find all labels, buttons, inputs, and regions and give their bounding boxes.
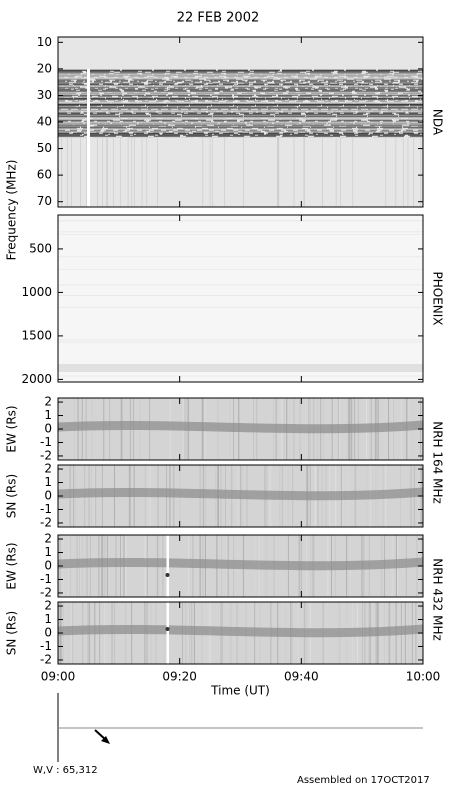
y-tick-label: 1 <box>44 408 52 422</box>
y-tick-label: 2000 <box>21 372 52 386</box>
y-tick-label: 1 <box>44 545 52 559</box>
data-gap <box>166 535 169 597</box>
y-tick-label: 70 <box>37 194 52 208</box>
y-axis-label: EW (Rs) <box>5 542 19 589</box>
spectrum-band <box>57 420 424 434</box>
spectrum-band <box>58 364 423 372</box>
y-tick-label: 60 <box>37 168 52 182</box>
y-axis-label: SN (Rs) <box>5 611 19 655</box>
x-axis-label: Time (UT) <box>210 684 270 698</box>
x-tick-label: 10:00 <box>406 670 441 684</box>
spectrum-band <box>57 557 424 571</box>
y-tick-label: 30 <box>37 88 52 102</box>
spectrum-bg <box>58 215 423 382</box>
y-tick-label: 1 <box>44 612 52 626</box>
y-tick-label: 0 <box>44 489 52 503</box>
y-tick-label: 2 <box>44 395 52 409</box>
data-gap <box>166 602 169 664</box>
burst <box>165 573 170 577</box>
position-text: W,V : 65,312 <box>33 765 98 776</box>
spectrum-band <box>57 624 424 638</box>
panel-label: PHOENIX <box>431 271 445 325</box>
y-axis-label: Frequency (MHz) <box>5 160 19 261</box>
y-tick-label: 20 <box>37 61 52 75</box>
y-tick-label: -2 <box>40 585 52 599</box>
y-tick-label: -2 <box>40 652 52 666</box>
y-tick-label: 50 <box>37 141 52 155</box>
burst <box>165 627 170 631</box>
x-tick-label: 09:40 <box>284 670 319 684</box>
x-tick-label: 09:00 <box>41 670 76 684</box>
y-tick-label: 1500 <box>21 328 52 342</box>
y-axis-label: SN (Rs) <box>5 474 19 518</box>
title: 22 FEB 2002 <box>177 11 260 26</box>
y-tick-label: -2 <box>40 448 52 462</box>
panel-frame <box>57 214 424 383</box>
y-tick-label: 10 <box>37 35 52 49</box>
panel-label: NRH 432 MHz <box>431 558 445 641</box>
y-tick-label: 0 <box>44 626 52 640</box>
y-tick-label: 2 <box>44 462 52 476</box>
y-tick-label: 2 <box>44 599 52 613</box>
y-tick-label: -1 <box>40 502 52 516</box>
y-axis-label: EW (Rs) <box>5 405 19 452</box>
y-tick-label: -1 <box>40 639 52 653</box>
panel-label: NRH 164 MHz <box>431 421 445 504</box>
y-tick-label: 2 <box>44 532 52 546</box>
arrow-head <box>101 736 110 744</box>
y-tick-label: -2 <box>40 515 52 529</box>
y-tick-label: -1 <box>40 435 52 449</box>
y-tick-label: 500 <box>29 241 52 255</box>
y-tick-label: -1 <box>40 572 52 586</box>
y-tick-label: 0 <box>44 559 52 573</box>
x-tick-label: 09:20 <box>162 670 197 684</box>
y-tick-label: 1 <box>44 475 52 489</box>
y-tick-label: 40 <box>37 115 52 129</box>
data-gap <box>87 68 90 207</box>
spectrum-band <box>57 487 424 501</box>
y-tick-label: 0 <box>44 422 52 436</box>
y-tick-label: 1000 <box>21 285 52 299</box>
footer: Assembled on 17OCT2017 <box>297 775 430 786</box>
panel-label: NDA <box>431 109 445 136</box>
